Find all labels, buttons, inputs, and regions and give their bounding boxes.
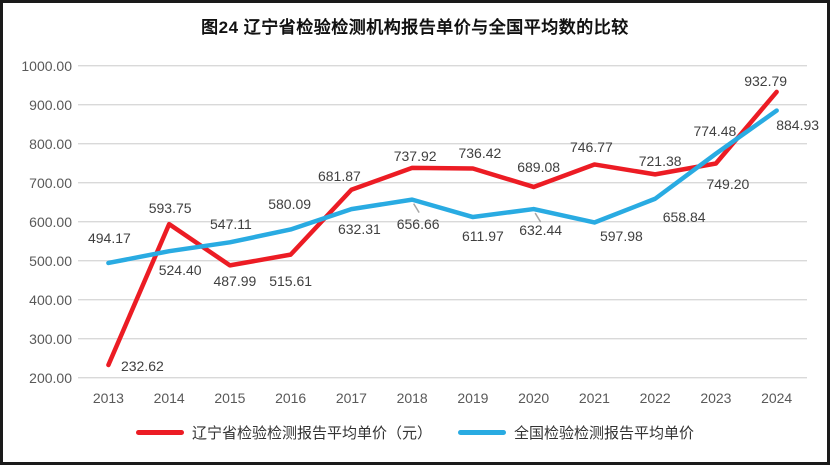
data-label: 737.92 <box>393 147 437 164</box>
data-label: 746.77 <box>569 139 613 156</box>
data-label: 494.17 <box>87 229 131 246</box>
data-label: 932.79 <box>744 72 788 89</box>
y-tick-label: 200.00 <box>29 369 72 386</box>
x-tick-label: 2022 <box>639 390 671 406</box>
data-label: 736.42 <box>458 145 502 162</box>
legend: 辽宁省检验检测报告平均单价（元） 全国检验检测报告平均单价 <box>3 422 827 443</box>
data-label: 487.99 <box>213 273 257 290</box>
x-tick-label: 2016 <box>275 390 307 406</box>
data-label: 580.09 <box>268 196 312 213</box>
chart-title: 图24 辽宁省检验检测机构报告单价与全国平均数的比较 <box>201 18 629 37</box>
legend-label: 辽宁省检验检测报告平均单价（元） <box>191 425 432 442</box>
data-label: 232.62 <box>120 357 164 374</box>
legend-swatch-icon <box>458 430 506 435</box>
x-tick-label: 2021 <box>578 390 610 406</box>
data-label: 515.61 <box>269 272 313 289</box>
data-label: 632.31 <box>337 221 381 238</box>
legend-label: 全国检验检测报告平均单价 <box>514 425 695 442</box>
legend-swatch-icon <box>135 430 184 435</box>
label-leader-line <box>413 203 420 213</box>
data-label: 524.40 <box>158 262 202 279</box>
data-label: 547.11 <box>210 216 252 233</box>
series-line-0 <box>106 89 779 368</box>
label-leader-line <box>534 212 542 223</box>
x-tick-label: 2013 <box>92 390 124 406</box>
y-tick-label: 900.00 <box>29 96 72 113</box>
data-label: 721.38 <box>638 153 682 170</box>
x-tick-label: 2017 <box>335 390 367 406</box>
x-tick-label: 2014 <box>153 390 185 406</box>
data-label: 774.48 <box>693 122 737 139</box>
y-tick-label: 700.00 <box>29 174 72 191</box>
data-label: 681.87 <box>317 167 361 184</box>
y-tick-label: 400.00 <box>29 291 72 308</box>
y-tick-label: 1000.00 <box>21 57 72 74</box>
y-tick-label: 500.00 <box>29 252 72 269</box>
x-tick-label: 2024 <box>761 390 793 406</box>
data-label: 593.75 <box>148 200 192 217</box>
data-label: 689.08 <box>517 158 561 175</box>
y-tick-label: 800.00 <box>29 135 72 152</box>
data-label: 749.20 <box>706 175 750 192</box>
data-label: 884.93 <box>776 116 820 133</box>
x-tick-label: 2015 <box>214 390 246 406</box>
legend-item-0: 辽宁省检验检测报告平均单价（元） <box>135 422 432 443</box>
series-line-1 <box>106 108 779 266</box>
data-label: 658.84 <box>662 208 706 225</box>
y-tick-label: 600.00 <box>29 213 72 230</box>
y-tick-label: 300.00 <box>29 330 72 347</box>
x-tick-label: 2018 <box>396 390 428 406</box>
data-label: 632.44 <box>519 222 563 239</box>
x-tick-label: 2019 <box>457 390 489 406</box>
x-tick-label: 2023 <box>700 390 732 406</box>
x-tick-label: 2020 <box>518 390 550 406</box>
data-label: 656.66 <box>396 215 440 232</box>
data-label: 611.97 <box>462 228 504 245</box>
legend-item-1: 全国检验检测报告平均单价 <box>458 422 694 443</box>
data-label: 597.98 <box>599 228 643 245</box>
